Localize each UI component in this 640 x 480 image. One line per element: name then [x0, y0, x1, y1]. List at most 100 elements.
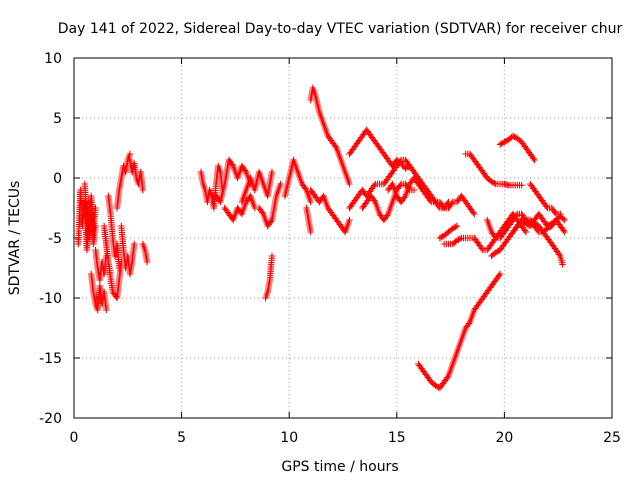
data-point-plus: [561, 216, 568, 224]
data-point-plus: [401, 194, 408, 201]
data-point-plus: [383, 212, 391, 219]
data-track: [81, 180, 99, 248]
data-point-plus: [307, 198, 314, 206]
ticks-layer: 0 5 10 15 20 25 -20 -15 -10 -5 0 5 10: [39, 51, 621, 446]
data-track: [415, 270, 504, 392]
data-point-plus: [513, 212, 520, 219]
data-point-plus: [531, 156, 538, 164]
data-track: [88, 270, 110, 314]
data-track: [509, 210, 568, 236]
y-tick-label: 5: [53, 111, 62, 127]
data-point-plus: [92, 204, 99, 212]
data-point-plus: [126, 150, 134, 158]
data-track: [118, 222, 138, 278]
data-point-plus: [551, 209, 559, 216]
data-point-plus: [426, 197, 434, 204]
data-point-plus: [559, 261, 566, 268]
data-point-plus: [346, 216, 353, 224]
data-track: [113, 150, 134, 212]
y-tick-label: 0: [53, 171, 62, 187]
data-point-plus: [371, 182, 378, 189]
data-track: [307, 84, 353, 188]
data-track: [126, 156, 147, 194]
data-point-plus: [465, 320, 473, 327]
data-point-plus: [561, 228, 568, 236]
data-track: [346, 126, 413, 172]
data-point-plus: [302, 185, 309, 192]
x-tick-label: 0: [70, 430, 79, 446]
data-point-plus: [471, 210, 478, 218]
data-track: [307, 186, 353, 236]
data-point-plus: [277, 180, 284, 188]
data-point-plus: [511, 133, 518, 140]
data-point-plus: [92, 222, 99, 230]
data-point-plus: [453, 222, 461, 230]
data-point-plus: [332, 143, 339, 150]
data-point-plus: [131, 240, 138, 248]
x-tick-label: 10: [280, 430, 298, 446]
data-point-plus: [103, 306, 110, 314]
data-track: [238, 168, 276, 206]
data-point-plus: [268, 252, 276, 260]
data-marks-layer: [75, 84, 568, 392]
data-point-plus: [444, 374, 451, 381]
data-point-plus: [241, 167, 249, 174]
data-point-plus: [522, 228, 530, 236]
data-point-plus: [543, 203, 550, 210]
data-track: [436, 222, 461, 242]
data-track: [262, 252, 276, 302]
data-track: [255, 180, 284, 230]
data-point-plus: [139, 186, 147, 194]
data-point-plus: [491, 180, 498, 187]
data-point-plus: [396, 182, 404, 189]
data-point-plus: [530, 155, 537, 162]
data-track: [527, 180, 564, 218]
data-point-plus: [143, 258, 151, 266]
x-tick-label: 25: [603, 430, 621, 446]
x-tick-label: 5: [177, 430, 186, 446]
data-point-plus: [410, 186, 418, 194]
data-point-plus: [491, 233, 498, 240]
data-point-plus: [307, 228, 314, 236]
x-tick-label: 15: [388, 430, 406, 446]
data-point-plus: [439, 203, 447, 210]
data-point-plus: [228, 161, 236, 168]
data-track: [281, 156, 314, 206]
data-point-plus: [521, 227, 529, 234]
data-point-plus: [371, 197, 378, 204]
x-axis-label: GPS time / hours: [281, 459, 398, 475]
data-point-plus: [456, 235, 464, 242]
y-tick-label: -15: [39, 351, 62, 367]
data-point-plus: [267, 218, 275, 225]
data-track: [496, 132, 538, 164]
x-tick-label: 20: [495, 430, 513, 446]
data-track: [221, 192, 258, 224]
data-point-plus: [438, 234, 445, 241]
y-axis-label: SDTVAR / TECUs: [7, 181, 23, 296]
y-tick-label: 10: [44, 51, 62, 67]
data-point-plus: [469, 209, 477, 216]
data-point-plus: [518, 182, 525, 189]
data-track: [197, 162, 226, 212]
data-point-plus: [396, 158, 404, 165]
y-tick-label: -20: [39, 411, 62, 427]
data-track: [462, 150, 525, 189]
data-point-plus: [259, 209, 266, 216]
y-tick-label: -5: [48, 231, 62, 247]
data-point-plus: [448, 200, 455, 207]
data-point-plus: [495, 272, 503, 279]
data-point-plus: [560, 227, 567, 234]
data-point-plus: [268, 168, 276, 176]
data-point-plus: [115, 264, 123, 272]
data-point-plus: [556, 251, 563, 258]
data-track: [139, 240, 151, 266]
data-point-plus: [452, 223, 459, 230]
data-track: [105, 192, 123, 272]
chart-title: Day 141 of 2022, Sidereal Day-to-day VTE…: [58, 21, 623, 37]
data-point-plus: [560, 215, 567, 222]
series-group: [75, 84, 568, 392]
data-point-plus: [557, 210, 564, 218]
data-point-plus: [496, 270, 504, 278]
